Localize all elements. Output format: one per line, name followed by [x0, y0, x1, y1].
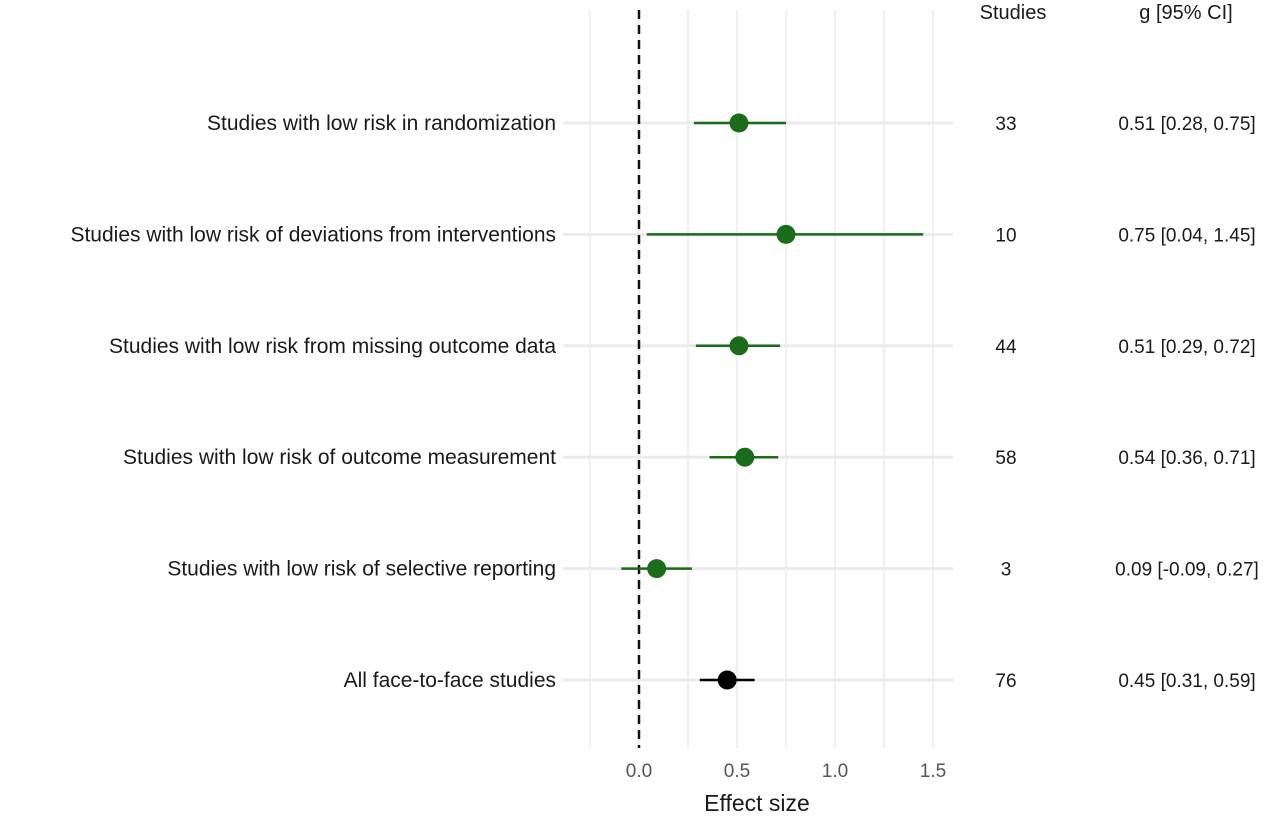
studies-count: 58 — [995, 448, 1016, 469]
studies-count: 3 — [1001, 560, 1012, 581]
studies-count: 10 — [995, 225, 1016, 246]
studies-count: 76 — [995, 671, 1016, 692]
effect-ci-text: 0.51 [0.28, 0.75] — [1118, 114, 1255, 135]
forest-row: Studies with low risk of deviations from… — [70, 223, 1255, 246]
x-axis-title: Effect size — [704, 790, 810, 816]
x-tick-label: 0.0 — [626, 761, 652, 782]
row-label: Studies with low risk from missing outco… — [109, 335, 556, 358]
forest-row: All face-to-face studies 76 0.45 [0.31, 0.… — [344, 669, 1256, 692]
x-tick-label: 1.0 — [822, 761, 848, 782]
point-estimate — [729, 336, 749, 356]
grid-layer — [563, 10, 953, 748]
point-estimate — [735, 447, 755, 467]
forest-row: Studies with low risk of outcome measure… — [123, 446, 1256, 469]
point-estimate — [647, 559, 667, 579]
effect-ci-text: 0.75 [0.04, 1.45] — [1118, 225, 1255, 246]
forest-row: Studies with low risk from missing outco… — [109, 335, 1256, 358]
row-label: All face-to-face studies — [344, 669, 556, 692]
point-estimate — [776, 224, 796, 244]
x-tick-label: 1.5 — [920, 761, 946, 782]
rows-layer: Studies with low risk in randomization 33… — [70, 112, 1258, 692]
effect-ci-text: 0.51 [0.29, 0.72] — [1118, 337, 1255, 358]
forest-row: Studies with low risk of selective repor… — [167, 558, 1259, 581]
studies-column-header: Studies — [980, 2, 1047, 24]
studies-count: 44 — [995, 337, 1017, 358]
point-estimate — [717, 670, 737, 690]
effect-ci-text: 0.09 [-0.09, 0.27] — [1115, 560, 1259, 581]
effect-ci-text: 0.54 [0.36, 0.71] — [1118, 448, 1255, 469]
row-label: Studies with low risk of selective repor… — [167, 558, 556, 581]
ci-column-header: g [95% CI] — [1139, 2, 1232, 24]
row-label: Studies with low risk in randomization — [207, 112, 556, 135]
row-label: Studies with low risk of outcome measure… — [123, 446, 556, 469]
forest-row: Studies with low risk in randomization 33… — [207, 112, 1256, 135]
point-estimate — [729, 113, 749, 133]
x-tick-label: 0.5 — [724, 761, 750, 782]
studies-count: 33 — [995, 114, 1016, 135]
row-label: Studies with low risk of deviations from… — [70, 223, 556, 246]
x-axis: 0.0 0.5 1.0 1.5 — [626, 761, 946, 782]
effect-ci-text: 0.45 [0.31, 0.59] — [1118, 671, 1255, 692]
